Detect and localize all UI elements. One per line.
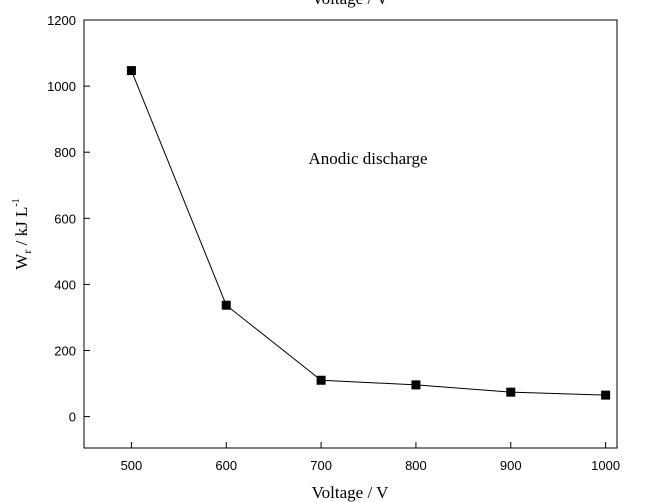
y-tick-label: 0 [69, 410, 76, 425]
plot-frame [83, 19, 618, 449]
data-point [601, 390, 611, 400]
x-tick-label: 500 [121, 458, 143, 473]
data-point [126, 66, 136, 76]
y-axis-label: Wr / kJ L-1 [11, 198, 34, 269]
series-line [130, 70, 606, 396]
annotation: Anodic discharge [308, 149, 427, 168]
data-point [316, 375, 326, 385]
x-axis-label: Voltage / V [312, 483, 390, 502]
x-tick-label: 1000 [591, 458, 620, 473]
data-point [506, 387, 516, 397]
y-tick-label: 600 [54, 211, 76, 226]
x-tick-label: 700 [310, 458, 332, 473]
data-point [411, 380, 421, 390]
y-tick-label: 1200 [47, 13, 76, 28]
data-point [221, 300, 231, 310]
y-label-main: W [12, 253, 31, 270]
x-tick-label: 800 [405, 458, 427, 473]
y-tick-label: 800 [54, 145, 76, 160]
top-axis-label: Voltage / V [312, 0, 390, 8]
y-tick-label: 400 [54, 277, 76, 292]
y-label-rest: / kJ L [12, 207, 31, 250]
y-tick-label: 200 [54, 344, 76, 359]
y-label-sub: r [20, 250, 34, 254]
y-label-sup: -1 [11, 198, 22, 206]
y-tick-label: 1000 [47, 79, 76, 94]
x-tick-label: 600 [215, 458, 237, 473]
x-tick-label: 900 [500, 458, 522, 473]
